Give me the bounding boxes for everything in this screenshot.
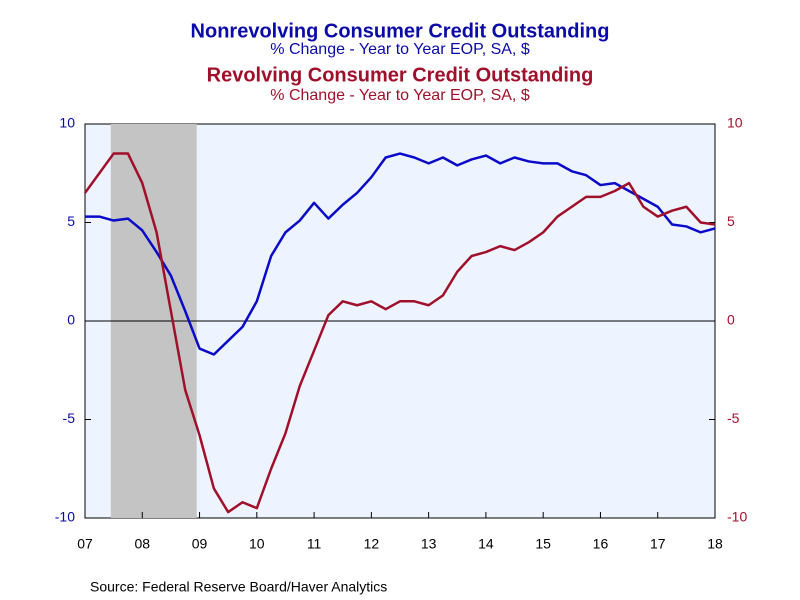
- x-tick-label: 15: [535, 536, 551, 552]
- chart-title: Nonrevolving Consumer Credit Outstanding: [191, 20, 610, 42]
- x-tick-label: 07: [77, 536, 93, 552]
- y2-tick-label: 10: [727, 115, 743, 131]
- x-tick-label: 09: [192, 536, 208, 552]
- chart-title: Revolving Consumer Credit Outstanding: [207, 64, 594, 86]
- x-tick-label: 18: [707, 536, 723, 552]
- x-tick-label: 10: [249, 536, 265, 552]
- x-tick-label: 16: [593, 536, 609, 552]
- chart-title: % Change - Year to Year EOP, SA, $: [270, 41, 530, 58]
- x-tick-label: 14: [478, 536, 494, 552]
- x-tick-label: 13: [421, 536, 437, 552]
- x-tick-label: 11: [307, 536, 322, 552]
- y-tick-label: 10: [59, 115, 75, 131]
- y2-tick-label: 5: [727, 213, 735, 229]
- series-line: [83, 152, 716, 514]
- x-tick-label: 17: [650, 536, 666, 552]
- y-tick-label: -10: [55, 509, 75, 525]
- x-tick-label: 08: [134, 536, 150, 552]
- y2-tick-label: -5: [727, 410, 740, 426]
- series-line: [85, 152, 716, 356]
- y-tick-label: -5: [63, 410, 76, 426]
- source: Source: Federal Reserve Board/Haver Anal…: [90, 579, 387, 595]
- x-tick-label: 12: [364, 536, 380, 552]
- chart-title: % Change - Year to Year EOP, SA, $: [270, 87, 530, 104]
- y-tick-label: 0: [67, 312, 75, 328]
- y2-tick-label: 0: [727, 312, 735, 328]
- y2-tick-label: -10: [727, 509, 747, 525]
- y-tick-label: 5: [67, 213, 75, 229]
